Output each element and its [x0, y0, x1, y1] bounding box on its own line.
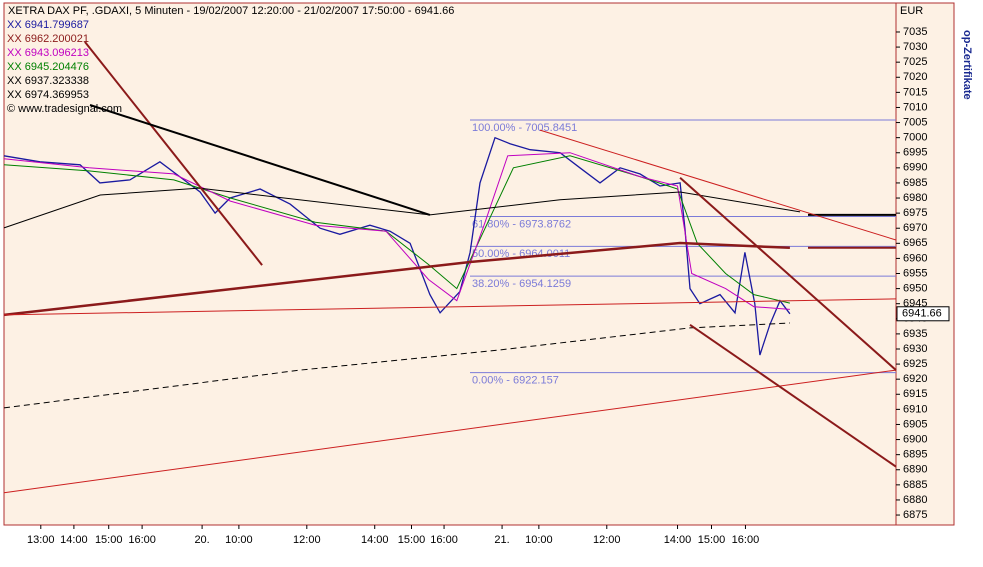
side-label: op-Zertifikate — [961, 30, 973, 100]
legend-entry: XX 6937.323338 — [7, 75, 89, 87]
y-tick-label: 7005 — [903, 116, 927, 128]
y-tick-label: 6960 — [903, 252, 927, 264]
fib-label: 0.00% - 6922.157 — [472, 375, 559, 387]
y-tick-label: 6885 — [903, 479, 927, 491]
last-price-box — [896, 306, 950, 322]
x-tick-label: 10:00 — [525, 534, 553, 546]
series-line — [3, 152, 790, 310]
y-tick-label: 6895 — [903, 449, 927, 461]
y-tick-label: 7035 — [903, 26, 927, 38]
series-line — [3, 241, 790, 317]
x-tick-label: 20. — [194, 534, 209, 546]
x-tick-label: 14:00 — [664, 534, 692, 546]
chart-title: XETRA DAX PF, .GDAXI, 5 Minuten - 19/02/… — [8, 5, 454, 17]
x-tick-label: 21. — [494, 534, 509, 546]
y-tick-label: 7010 — [903, 101, 927, 113]
y-tick-label: 7030 — [903, 41, 927, 53]
series-line — [679, 177, 897, 371]
y-tick-label: 6905 — [903, 418, 927, 430]
y-tick-label: 7020 — [903, 71, 927, 83]
y-tick-label: 6880 — [903, 494, 927, 506]
series-line — [84, 41, 263, 266]
copyright: © www.tradesignal.com — [7, 103, 122, 115]
x-tick-label: 14:00 — [60, 534, 88, 546]
fib-label: 61.80% - 6973.8762 — [472, 218, 571, 230]
x-tick-label: 15:00 — [95, 534, 123, 546]
y-tick-label: 7000 — [903, 132, 927, 144]
y-tick-label: 6970 — [903, 222, 927, 234]
y-tick-label: 6980 — [903, 192, 927, 204]
y-tick-label: 6965 — [903, 237, 927, 249]
y-tick-label: 6955 — [903, 267, 927, 279]
x-tick-label: 16:00 — [128, 534, 156, 546]
series-line — [89, 104, 431, 216]
x-tick-label: 12:00 — [593, 534, 621, 546]
y-tick-label: 6915 — [903, 388, 927, 400]
series-line — [3, 136, 791, 356]
y-tick-label: 6990 — [903, 162, 927, 174]
y-tick-label: 6930 — [903, 343, 927, 355]
y-tick-label: 6925 — [903, 358, 927, 370]
legend-entry: XX 6943.096213 — [7, 47, 89, 59]
series-line — [3, 322, 790, 409]
y-tick-label: 6935 — [903, 328, 927, 340]
x-tick-label: 12:00 — [293, 534, 321, 546]
series-line — [539, 129, 897, 241]
series-line — [3, 369, 897, 494]
legend-entry: XX 6962.200021 — [7, 33, 89, 45]
x-tick-label: 14:00 — [361, 534, 389, 546]
legend-entry: XX 6974.369953 — [7, 89, 89, 101]
y-tick-label: 6890 — [903, 464, 927, 476]
y-tick-label: 6995 — [903, 147, 927, 159]
y-tick-label: 6950 — [903, 283, 927, 295]
x-tick-label: 16:00 — [732, 534, 760, 546]
series-line — [689, 323, 897, 468]
x-tick-label: 13:00 — [27, 534, 55, 546]
legend-entry: XX 6945.204476 — [7, 61, 89, 73]
y-tick-label: 6910 — [903, 403, 927, 415]
side-strip — [955, 0, 983, 567]
fib-label: 50.00% - 6964.0011 — [472, 248, 570, 260]
last-price-label: 6941.66 — [902, 308, 942, 320]
y-axis-label: EUR — [900, 5, 923, 17]
y-tick-label: 6920 — [903, 373, 927, 385]
y-tick-label: 6875 — [903, 509, 927, 521]
x-tick-label: 10:00 — [225, 534, 253, 546]
fib-label: 100.00% - 7005.8451 — [472, 122, 577, 134]
y-tick-label: 6975 — [903, 207, 927, 219]
axis-area — [895, 2, 955, 526]
x-tick-label: 15:00 — [698, 534, 726, 546]
y-tick-label: 7015 — [903, 86, 927, 98]
fib-label: 38.20% - 6954.1259 — [472, 278, 571, 290]
x-tick-label: 16:00 — [430, 534, 458, 546]
legend-entry: XX 6941.799687 — [7, 19, 89, 31]
x-tick-label: 15:00 — [398, 534, 426, 546]
y-tick-label: 6985 — [903, 177, 927, 189]
series-line — [3, 298, 897, 316]
y-tick-label: 7025 — [903, 56, 927, 68]
y-tick-label: 6900 — [903, 433, 927, 445]
